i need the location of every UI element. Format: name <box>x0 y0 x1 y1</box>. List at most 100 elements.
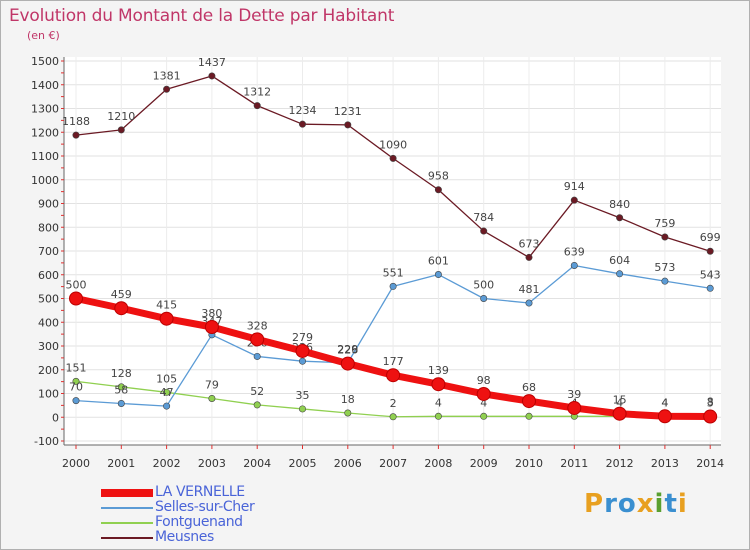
data-label: 958 <box>428 170 449 183</box>
data-point <box>431 377 446 392</box>
data-point <box>159 311 174 326</box>
data-label: 105 <box>156 372 177 385</box>
legend-swatch <box>101 537 153 539</box>
data-point <box>480 227 488 235</box>
data-point <box>298 405 306 413</box>
data-label: 699 <box>700 231 721 244</box>
data-point <box>114 301 129 316</box>
data-label: 68 <box>522 381 536 394</box>
data-point <box>386 368 401 383</box>
data-label: 639 <box>564 245 585 258</box>
data-label: 15 <box>613 394 627 407</box>
data-label: 4 <box>661 396 668 409</box>
data-point <box>340 356 355 371</box>
data-point <box>616 270 624 278</box>
data-label: 52 <box>250 385 264 398</box>
data-point <box>661 233 669 241</box>
y-tick-label: 1200 <box>31 126 59 139</box>
y-tick-label: 900 <box>38 198 59 211</box>
legend-swatch <box>101 489 153 497</box>
data-point <box>480 412 488 420</box>
data-point <box>72 397 80 405</box>
data-label: 543 <box>700 268 721 281</box>
data-label: 1188 <box>62 115 90 128</box>
data-label: 139 <box>428 364 449 377</box>
data-label: 914 <box>564 180 585 193</box>
data-label: 1090 <box>379 138 407 151</box>
data-label: 4 <box>435 396 442 409</box>
data-label: 18 <box>341 393 355 406</box>
data-point <box>344 409 352 417</box>
data-label: 784 <box>473 211 494 224</box>
x-tick-label: 2004 <box>243 457 271 470</box>
x-tick-label: 2000 <box>62 457 90 470</box>
data-point <box>295 343 310 358</box>
series-selles-sur-cher: 7058473472562362295516015004816396045735… <box>69 245 721 410</box>
y-tick-label: 1500 <box>31 55 59 68</box>
data-label: 481 <box>519 283 540 296</box>
data-point <box>525 412 533 420</box>
data-label: 601 <box>428 255 449 268</box>
data-label: 47 <box>160 386 174 399</box>
data-point <box>253 401 261 409</box>
data-label: 459 <box>111 288 132 301</box>
data-label: 1234 <box>289 104 317 117</box>
data-point <box>703 409 718 424</box>
data-point <box>69 291 83 306</box>
logo-letter: r <box>604 489 618 519</box>
proxiti-logo: Proxiti <box>584 489 688 519</box>
data-point <box>253 352 261 360</box>
x-tick-label: 2012 <box>606 457 634 470</box>
data-point <box>522 394 536 409</box>
logo-letter: P <box>584 489 605 519</box>
data-label: 380 <box>201 307 222 320</box>
y-tick-label: -100 <box>34 435 59 448</box>
data-point <box>657 409 672 424</box>
data-point <box>117 126 125 134</box>
data-point <box>344 121 352 129</box>
data-point <box>476 386 491 401</box>
data-point <box>117 383 125 391</box>
x-tick-label: 2003 <box>198 457 226 470</box>
legend-label: Meusnes <box>155 529 214 545</box>
data-point <box>706 247 714 255</box>
data-point <box>706 284 714 292</box>
data-point <box>298 120 306 128</box>
data-label: 39 <box>567 388 581 401</box>
data-label: 673 <box>519 237 540 250</box>
logo-letter: o <box>617 489 637 519</box>
data-point <box>204 320 219 334</box>
data-label: 4 <box>616 396 623 409</box>
data-point <box>434 186 442 194</box>
y-tick-label: 1300 <box>31 103 59 116</box>
y-tick-label: 800 <box>38 221 59 234</box>
data-label: 759 <box>654 217 675 230</box>
x-tick-label: 2013 <box>651 457 679 470</box>
legend-swatch <box>101 507 153 509</box>
x-tick-label: 2014 <box>696 457 724 470</box>
x-tick-label: 2011 <box>560 457 588 470</box>
data-point <box>208 72 216 80</box>
data-label: 328 <box>247 319 268 332</box>
x-tick-label: 2002 <box>153 457 181 470</box>
data-point <box>612 406 627 421</box>
x-tick-label: 2007 <box>379 457 407 470</box>
data-label: 279 <box>292 331 313 344</box>
logo-letter: x <box>636 489 655 519</box>
data-point <box>525 299 533 307</box>
data-label: 177 <box>383 355 404 368</box>
y-tick-label: 600 <box>38 269 59 282</box>
data-point <box>208 394 216 402</box>
data-point <box>163 402 171 410</box>
data-label: 226 <box>337 344 358 357</box>
data-label: 604 <box>609 254 630 267</box>
data-label: 79 <box>205 378 219 391</box>
data-point <box>389 413 397 421</box>
data-point <box>389 154 397 162</box>
data-label: 1231 <box>334 105 362 118</box>
data-label: 840 <box>609 198 630 211</box>
data-point <box>525 253 533 261</box>
data-label: 2 <box>390 397 397 410</box>
data-label: 58 <box>114 383 128 396</box>
